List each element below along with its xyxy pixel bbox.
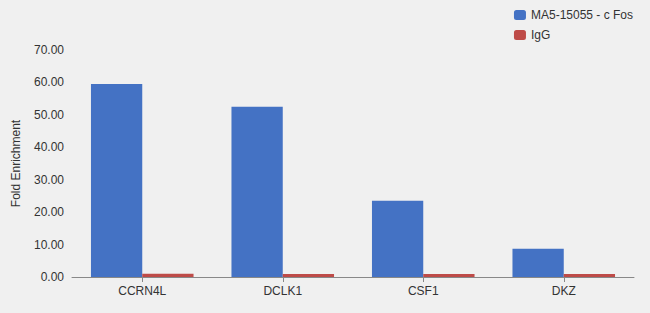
- svg-text:30.00: 30.00: [34, 173, 64, 187]
- svg-text:DKZ: DKZ: [552, 284, 576, 298]
- svg-text:IgG: IgG: [531, 28, 550, 42]
- svg-text:40.00: 40.00: [34, 140, 64, 154]
- svg-text:10.00: 10.00: [34, 238, 64, 252]
- svg-text:70.00: 70.00: [34, 43, 64, 57]
- svg-text:Fold Enrichment: Fold Enrichment: [9, 119, 23, 207]
- svg-text:50.00: 50.00: [34, 108, 64, 122]
- svg-text:DCLK1: DCLK1: [263, 284, 302, 298]
- svg-text:CSF1: CSF1: [408, 284, 439, 298]
- svg-text:20.00: 20.00: [34, 205, 64, 219]
- svg-text:CCRN4L: CCRN4L: [118, 284, 166, 298]
- svg-text:0.00: 0.00: [41, 270, 65, 284]
- svg-text:MA5-15055 - c Fos: MA5-15055 - c Fos: [531, 8, 633, 22]
- svg-text:60.00: 60.00: [34, 75, 64, 89]
